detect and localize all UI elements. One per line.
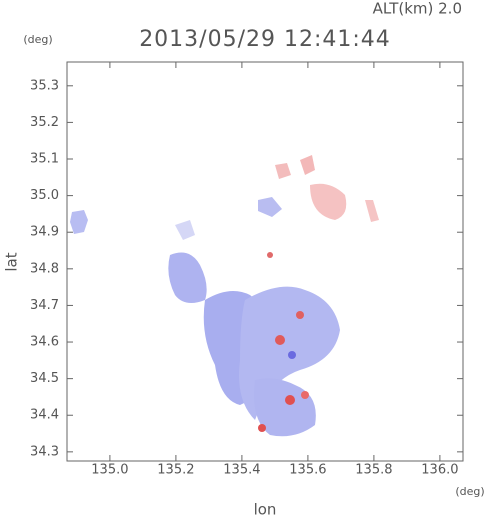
plot-frame bbox=[66, 61, 464, 462]
echo bbox=[301, 391, 309, 399]
y-tick-label: 34.5 bbox=[30, 371, 59, 386]
x-tick-label: 135.4 bbox=[223, 463, 260, 478]
x-tick-label: 135.6 bbox=[289, 463, 326, 478]
echo bbox=[258, 197, 282, 217]
y-tick-label: 34.7 bbox=[30, 298, 59, 313]
echo bbox=[288, 351, 296, 359]
x-tick-label: 135.8 bbox=[355, 463, 392, 478]
echo bbox=[285, 395, 295, 405]
chart-title: 2013/05/29 12:41:44 bbox=[139, 27, 391, 52]
y-tick-label: 35.3 bbox=[30, 78, 59, 93]
echo bbox=[275, 335, 285, 345]
echo bbox=[175, 220, 195, 240]
x-unit: (deg) bbox=[455, 485, 484, 498]
echo bbox=[70, 210, 88, 234]
y-tick-label: 35.2 bbox=[30, 115, 59, 130]
x-axis-label: lon bbox=[254, 501, 277, 519]
echo bbox=[168, 252, 207, 304]
y-tick-label: 35.1 bbox=[30, 152, 59, 167]
y-tick-label: 35.0 bbox=[30, 188, 59, 203]
echo bbox=[296, 311, 304, 319]
echo bbox=[258, 424, 266, 432]
echo bbox=[365, 200, 379, 222]
y-tick-label: 34.8 bbox=[30, 261, 59, 276]
y-axis-label: lat bbox=[3, 252, 21, 271]
y-tick-label: 34.9 bbox=[30, 225, 59, 240]
echo bbox=[254, 378, 316, 437]
echo bbox=[267, 252, 273, 258]
altitude-label: ALT(km) 2.0 bbox=[373, 0, 462, 18]
radar-echoes bbox=[70, 155, 379, 437]
x-tick-label: 135.0 bbox=[91, 463, 128, 478]
x-tick-label: 135.2 bbox=[157, 463, 194, 478]
y-tick-label: 34.3 bbox=[30, 444, 59, 459]
y-tick-label: 34.4 bbox=[30, 408, 59, 423]
x-tick-label: 136.0 bbox=[421, 463, 458, 478]
echo bbox=[310, 183, 347, 220]
y-tick-label: 34.6 bbox=[30, 335, 59, 350]
y-unit: (deg) bbox=[23, 33, 52, 46]
echo bbox=[300, 155, 315, 175]
echo bbox=[275, 163, 291, 179]
